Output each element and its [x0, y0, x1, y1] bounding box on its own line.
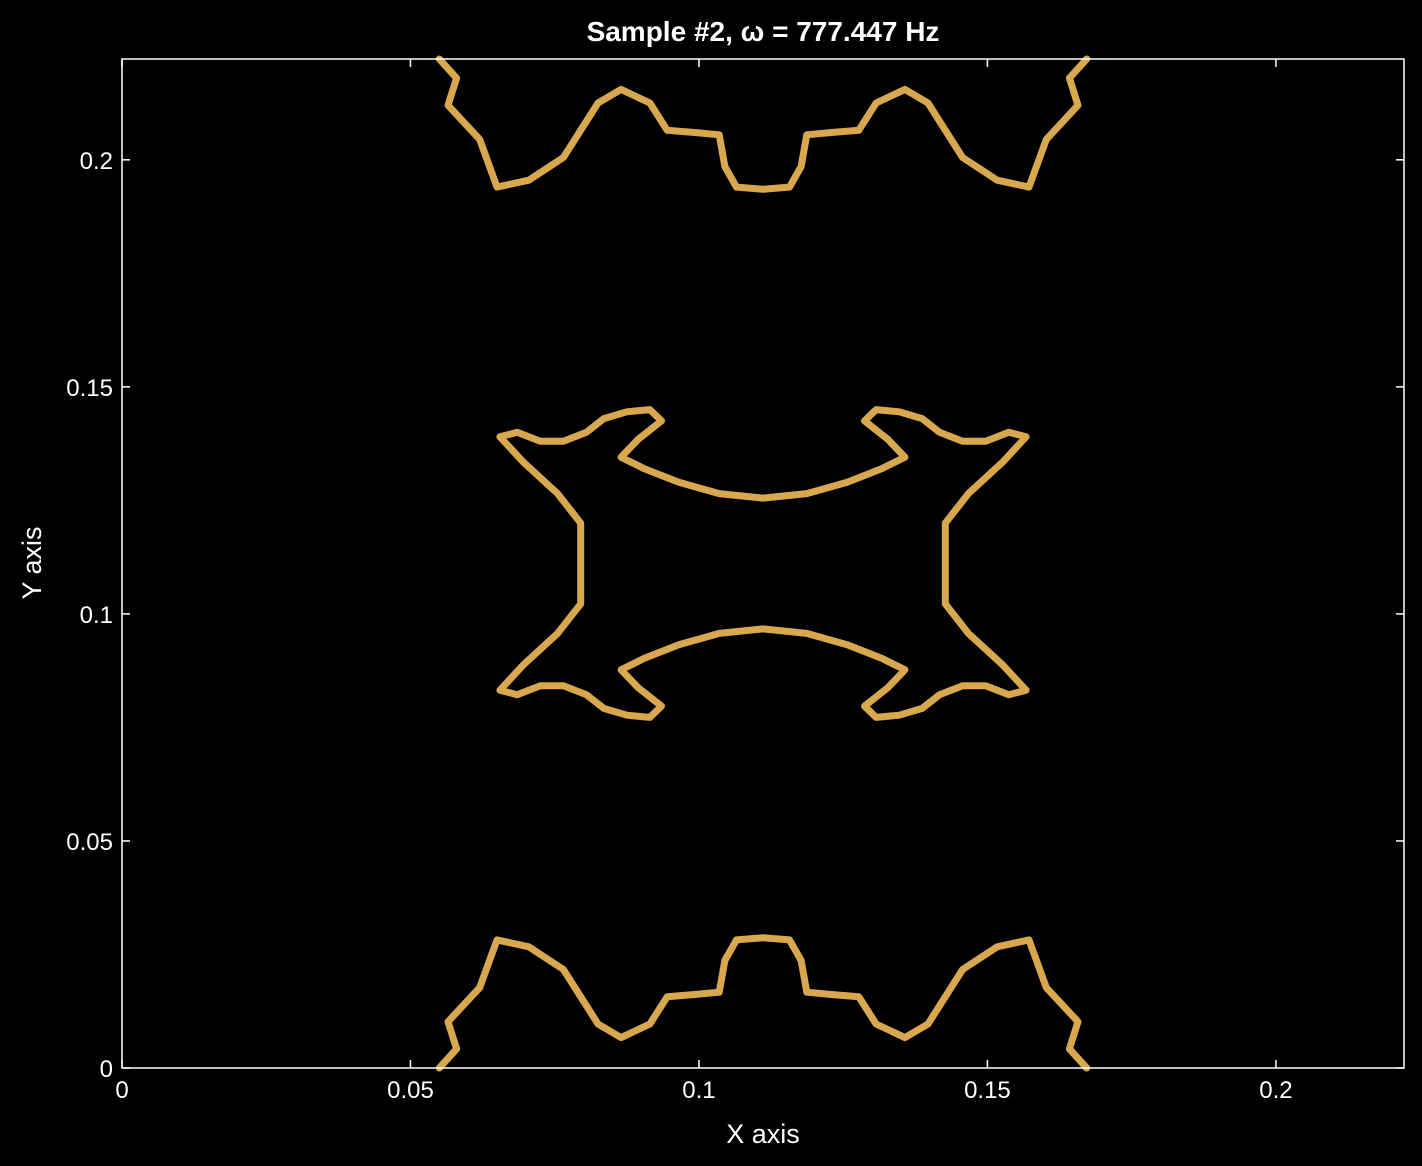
x-tick-label: 0.2 — [1259, 1077, 1292, 1104]
x-tick-label: 0.15 — [964, 1077, 1011, 1104]
x-tick-label: 0.05 — [387, 1077, 434, 1104]
y-tick-label: 0.05 — [66, 829, 113, 856]
y-axis-label: Y axis — [17, 526, 47, 599]
contour-lines — [435, 55, 1091, 1072]
plot-area-frame — [121, 58, 1405, 1069]
contour-center-top-bar — [435, 55, 1091, 193]
x-tick-label: 0.1 — [682, 1077, 715, 1104]
contour-center-top — [496, 406, 1030, 721]
y-tick-label: 0.15 — [66, 375, 113, 402]
axis-ticks: 0 0.05 0.1 0.15 0.2 0 0.05 0.1 0.15 0.2 — [66, 59, 1404, 1104]
y-tick-label: 0 — [100, 1056, 113, 1083]
y-tick-label: 0.2 — [80, 148, 113, 175]
contour-center-bottom-bar — [435, 934, 1091, 1072]
x-tick-label: 0 — [115, 1077, 128, 1104]
x-axis-label: X axis — [726, 1119, 800, 1149]
chart-title: Sample #2, ω = 777.447 Hz — [587, 16, 940, 47]
y-tick-label: 0.1 — [80, 602, 113, 629]
